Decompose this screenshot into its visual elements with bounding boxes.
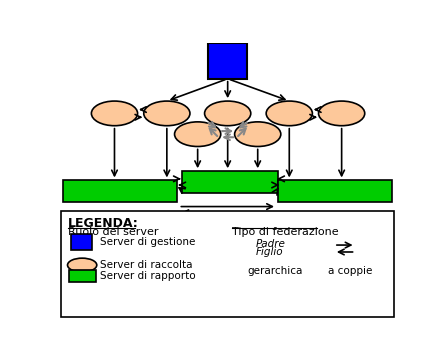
Bar xyxy=(63,180,177,202)
Ellipse shape xyxy=(266,101,312,126)
Bar xyxy=(61,211,394,317)
Ellipse shape xyxy=(174,122,221,147)
Text: Tipo di federazione: Tipo di federazione xyxy=(232,227,339,237)
Ellipse shape xyxy=(144,101,190,126)
Ellipse shape xyxy=(68,258,97,272)
Ellipse shape xyxy=(235,122,281,147)
Bar xyxy=(69,270,96,282)
Bar xyxy=(182,171,278,193)
Text: LEGENDA:: LEGENDA: xyxy=(68,217,138,230)
Bar xyxy=(279,180,392,202)
Text: Figlio: Figlio xyxy=(255,247,283,257)
Ellipse shape xyxy=(205,101,251,126)
Bar xyxy=(71,234,92,251)
Text: gerarchica: gerarchica xyxy=(248,266,303,276)
Bar xyxy=(208,43,247,79)
Text: Server di gestione: Server di gestione xyxy=(100,237,195,247)
Text: a coppie: a coppie xyxy=(328,266,372,276)
Text: Server di rapporto: Server di rapporto xyxy=(100,271,195,281)
Ellipse shape xyxy=(319,101,365,126)
Text: Server di raccolta: Server di raccolta xyxy=(100,260,192,270)
Text: Ruolo del server: Ruolo del server xyxy=(68,227,158,237)
Text: Padre: Padre xyxy=(255,239,285,249)
Ellipse shape xyxy=(91,101,138,126)
